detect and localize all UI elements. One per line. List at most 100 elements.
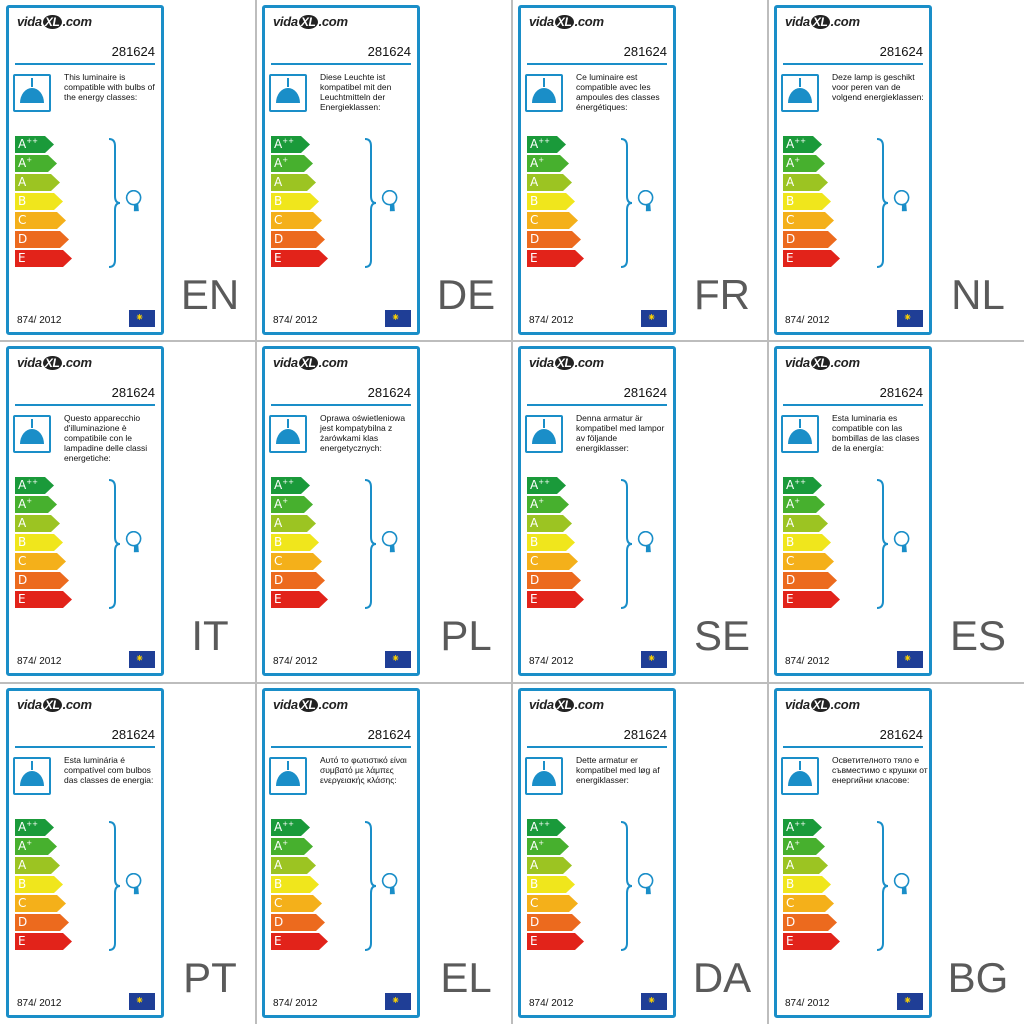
brand-logo-prefix: vida [785, 355, 810, 370]
energy-class-letter: A++ [530, 137, 550, 152]
brand-logo: vida XL .com [529, 14, 604, 29]
energy-class-letter-main: C [530, 213, 539, 227]
energy-class-letter-main: C [530, 896, 539, 910]
energy-label-card: vida XL .com 281624 Αυτό το φωτιστικό είνα… [262, 688, 420, 1018]
language-code: NL [951, 271, 1005, 318]
energy-class-letter: D [274, 573, 283, 588]
energy-class-letter: D [530, 232, 539, 247]
energy-label-cell-it: vida XL .com 281624 Questo apparecchio d'i… [0, 341, 256, 682]
energy-class-letter-main: A [786, 478, 795, 492]
regulation-number: 874/ 2012 [529, 656, 574, 667]
energy-class-letter-main: C [274, 896, 283, 910]
energy-class-superscript: ++ [794, 137, 806, 145]
eu-flag-icon: ⁕ [385, 651, 411, 668]
energy-class-letter-main: A [274, 820, 283, 834]
curly-brace-icon [620, 479, 633, 609]
energy-class-letter-main: A [530, 156, 539, 170]
language-code: DA [692, 954, 752, 1001]
brand-logo-mark: XL [298, 698, 318, 712]
energy-class-letter-main: B [274, 535, 283, 549]
energy-class-letter-main: A [530, 820, 539, 834]
light-bulb-icon [125, 190, 142, 212]
compatibility-text: Dette armatur er kompatibel med løg af e… [576, 755, 660, 785]
brand-logo-mark: XL [554, 698, 574, 712]
energy-class-letter: E [530, 934, 538, 949]
energy-class-letter: A [18, 175, 26, 190]
energy-label-cell-da: vida XL .com 281624 Dette armatur er kompa… [512, 683, 768, 1024]
divider-line [271, 404, 411, 406]
eu-flag-icon: ⁕ [641, 310, 667, 327]
brand-logo: vida XL .com [17, 697, 92, 712]
divider-line [15, 404, 155, 406]
energy-class-letter-main: A [18, 156, 27, 170]
energy-class-letter: C [530, 213, 538, 228]
model-number: 281624 [623, 44, 667, 59]
grid-line [511, 0, 513, 1024]
eu-flag-icon: ⁕ [641, 993, 667, 1010]
eu-flag-icon: ⁕ [385, 310, 411, 327]
brand-logo-prefix: vida [273, 355, 298, 370]
energy-class-letter: B [786, 194, 794, 209]
energy-class-letter-main: B [530, 877, 539, 891]
eu-flag-stars: ⁕ [647, 995, 657, 1007]
energy-class-letter: D [530, 915, 539, 930]
brand-logo-mark: XL [554, 356, 574, 370]
eu-flag-icon: ⁕ [897, 993, 923, 1010]
energy-class-letter: B [18, 877, 26, 892]
energy-class-letter-main: A [786, 516, 795, 530]
pendant-lamp-icon [781, 415, 819, 453]
eu-flag-stars: ⁕ [391, 995, 401, 1007]
brand-logo-prefix: vida [17, 355, 42, 370]
energy-class-letter: A+ [786, 497, 800, 512]
energy-class-letter-main: A [18, 478, 27, 492]
brand-logo: vida XL .com [785, 697, 860, 712]
energy-class-superscript: ++ [26, 478, 38, 486]
divider-line [15, 63, 155, 65]
energy-class-superscript: + [282, 839, 289, 847]
energy-label-card: vida XL .com 281624 Oprawa oświetleniowa j… [262, 346, 420, 676]
energy-class-letter-main: A [274, 137, 283, 151]
energy-class-letter-main: B [530, 194, 539, 208]
brand-logo-mark: XL [42, 15, 62, 29]
energy-class-letter: B [274, 194, 282, 209]
energy-class-letter: D [786, 573, 795, 588]
light-bulb-icon [637, 190, 654, 212]
energy-class-letter: B [18, 535, 26, 550]
energy-class-letter-main: E [530, 251, 538, 265]
divider-line [783, 404, 923, 406]
brand-logo-mark: XL [810, 698, 830, 712]
energy-class-letter: A++ [18, 820, 38, 835]
energy-class-letter: C [274, 554, 282, 569]
model-number: 281624 [879, 385, 923, 400]
energy-class-letter-main: E [274, 592, 282, 606]
brand-logo-suffix: .com [318, 355, 348, 370]
brand-logo: vida XL .com [17, 355, 92, 370]
model-number: 281624 [111, 44, 155, 59]
energy-class-letter-main: C [18, 213, 27, 227]
energy-class-superscript: + [282, 497, 289, 505]
eu-flag-stars: ⁕ [647, 653, 657, 665]
compatibility-text: Diese Leuchte ist kompatibel mit den Leu… [320, 72, 392, 112]
grid-line [255, 0, 257, 1024]
energy-class-letter: B [274, 535, 282, 550]
eu-flag-stars: ⁕ [903, 653, 913, 665]
brand-logo-suffix: .com [62, 697, 92, 712]
energy-label-card: vida XL .com 281624 Esta luminaria es comp… [774, 346, 932, 676]
energy-class-letter: A++ [530, 820, 550, 835]
curly-brace-icon [108, 138, 121, 268]
energy-class-letter: B [530, 877, 538, 892]
curly-brace-icon [364, 138, 377, 268]
energy-class-letter: A+ [274, 839, 288, 854]
pendant-lamp-icon [525, 74, 563, 112]
energy-class-superscript: + [538, 839, 545, 847]
energy-label-card: vida XL .com 281624 Deze lamp is geschikt … [774, 5, 932, 335]
compatibility-text: This luminaire is compatible with bulbs … [64, 72, 155, 102]
energy-class-letter-main: C [274, 213, 283, 227]
model-number: 281624 [879, 44, 923, 59]
pendant-lamp-icon [13, 757, 51, 795]
regulation-number: 874/ 2012 [17, 998, 62, 1009]
energy-class-superscript: ++ [538, 137, 550, 145]
energy-label-cell-el: vida XL .com 281624 Αυτό το φωτιστικό είνα… [256, 683, 512, 1024]
energy-class-letter-main: C [274, 554, 283, 568]
energy-class-letter-main: B [18, 877, 27, 891]
